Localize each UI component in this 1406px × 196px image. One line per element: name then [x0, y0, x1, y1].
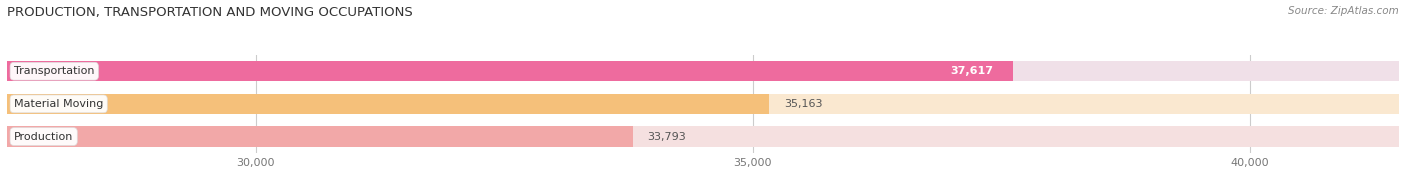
- Bar: [7, 94, 769, 114]
- Text: 35,163: 35,163: [783, 99, 823, 109]
- Bar: [7, 61, 1012, 81]
- Text: Production: Production: [14, 132, 73, 142]
- Bar: [7, 126, 633, 147]
- Bar: [7, 61, 1399, 81]
- Text: PRODUCTION, TRANSPORTATION AND MOVING OCCUPATIONS: PRODUCTION, TRANSPORTATION AND MOVING OC…: [7, 6, 413, 19]
- Text: Transportation: Transportation: [14, 66, 94, 76]
- Bar: [7, 94, 1399, 114]
- Text: Source: ZipAtlas.com: Source: ZipAtlas.com: [1288, 6, 1399, 16]
- Bar: [7, 126, 1399, 147]
- Text: Material Moving: Material Moving: [14, 99, 104, 109]
- Text: 37,617: 37,617: [950, 66, 993, 76]
- Text: 33,793: 33,793: [648, 132, 686, 142]
